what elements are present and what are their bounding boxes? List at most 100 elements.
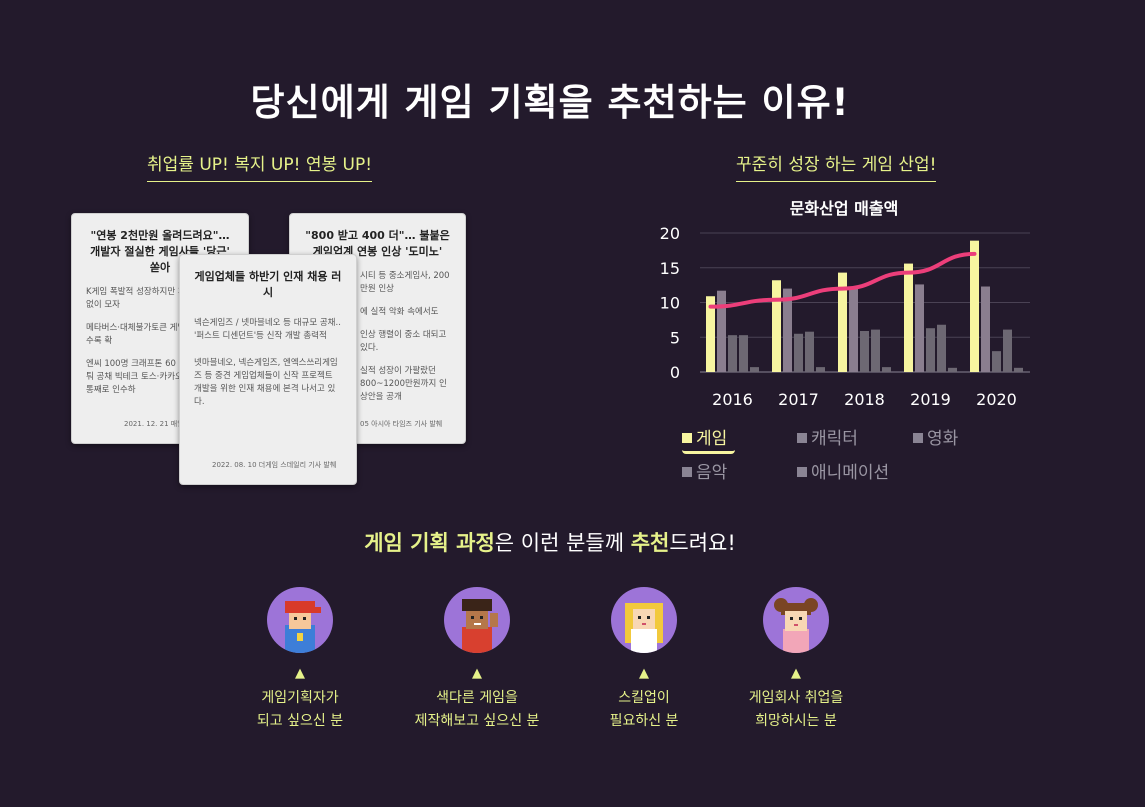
revenue-chart: 문화산업 매출액 0 5 10 15 20 2016 2017 2018 2019 2020 <box>660 199 1030 409</box>
legend-label-캐릭터: 캐릭터 <box>811 429 858 449</box>
y-tick-5: 5 <box>670 328 680 347</box>
persona-creator-line-2: 제작해보고 싶으신 분 <box>414 713 540 729</box>
chart-title: 문화산업 매출액 <box>790 199 899 218</box>
trend-line <box>708 251 977 309</box>
avatar-blonde-girl <box>611 587 677 653</box>
bar-캐릭터-2019 <box>915 284 924 372</box>
y-tick-20: 20 <box>660 224 680 243</box>
persona-creator-line-1: 색다른 게임을 <box>436 690 518 706</box>
news-card-3-body-1: 넥슨게임즈 / 넷마블네오 등 대규모 공채.. '퍼스트 디센던트'등 신작 … <box>194 318 341 341</box>
news-card-1-body-2: 메타버스·대체불가토큰 게임산업 영역 갈수록 확 <box>86 323 230 346</box>
persona-skillup-arrow-icon: ▲ <box>639 666 649 681</box>
bar-게임-2017 <box>772 280 781 372</box>
bar-캐릭터-2016 <box>717 290 726 372</box>
bar-애니메이션-2020 <box>1014 367 1023 372</box>
recommend-heading: 게임 기획 과정은 이런 분들께 추천드려요! <box>0 527 1100 557</box>
bar-음악-2017 <box>805 331 814 372</box>
news-card-3-source: 2022. 08. 10 더게임 스데일리 기사 발췌 <box>212 461 337 469</box>
recommend-heading-part-2: 은 이런 분들께 <box>494 531 631 555</box>
bar-캐릭터-2020 <box>981 286 990 372</box>
recommend-heading-part-4: 드려요! <box>669 531 736 555</box>
legend-swatch-애니메이션 <box>797 467 807 477</box>
avatar-curly-hair-boy <box>444 587 510 653</box>
news-card-3-title: 게임업체들 하반기 인재 채용 러시 <box>194 270 342 299</box>
persona-planner-line-2: 되고 싶으신 분 <box>256 713 344 729</box>
legend-swatch-캐릭터 <box>797 433 807 443</box>
y-tick-0: 0 <box>670 363 680 382</box>
bar-음악-2018 <box>871 329 880 372</box>
y-tick-15: 15 <box>660 259 680 278</box>
bar-영화-2018 <box>860 330 869 372</box>
news-card-2-source: 05 아시아 타임즈 기사 발췌 <box>360 420 443 428</box>
persona-skillup-line-2: 필요하신 분 <box>609 713 679 729</box>
persona-job-seeker-line-1: 게임회사 취업을 <box>748 690 844 706</box>
news-card-1-body-1: K게임 폭발적 성장하지만 개발인력은 턱없이 모자 <box>86 287 228 310</box>
persona-job-seeker-label: 게임회사 취업을 희망하시는 분 <box>696 687 896 733</box>
x-tick-2016: 2016 <box>712 390 753 409</box>
persona-creator-arrow-icon: ▲ <box>472 666 482 681</box>
avatar-brown-bun-girl <box>763 587 829 653</box>
legend-label-영화: 영화 <box>927 429 959 449</box>
right-heading: 꾸준히 성장 하는 게임 산업! <box>736 150 937 182</box>
bar-음악-2019 <box>937 324 946 372</box>
recommend-heading-part-3: 추천 <box>630 531 670 555</box>
recommend-heading-part-1: 게임 기획 과정 <box>364 531 495 555</box>
legend-swatch-음악 <box>682 467 692 477</box>
news-card-1-body-3: 엔씨 100명 크래프톤 60 대형사들 앞다퉈 공채 빅테크 토스·카카오와 … <box>86 359 229 395</box>
bar-캐릭터-2018 <box>849 287 858 372</box>
bar-캐릭터-2017 <box>783 288 792 372</box>
news-card-3-body-2: 넷마블네오, 넥슨게임즈, 엔엑스쓰리게임즈 등 중견 게임업체들이 신작 프로… <box>194 358 338 407</box>
bar-영화-2020 <box>992 351 1001 372</box>
bar-애니메이션-2018 <box>882 367 891 372</box>
legend-swatch-영화 <box>913 433 923 443</box>
persona-creator: ▲ 색다른 게임을 제작해보고 싶으신 분 <box>377 587 577 733</box>
x-tick-2019: 2019 <box>910 390 951 409</box>
persona-job-seeker-line-2: 희망하시는 분 <box>755 713 837 729</box>
news-card-3: 게임업체들 하반기 인재 채용 러시 넥슨게임즈 / 넷마블네오 등 대규모 공… <box>179 254 357 485</box>
persona-skillup-line-1: 스킬업이 <box>618 690 670 706</box>
page-title: 당신에게 게임 기획을 추천하는 이유! <box>250 81 850 124</box>
legend-label-게임: 게임 <box>696 429 728 449</box>
persona-job-seeker: ▲ 게임회사 취업을 희망하시는 분 <box>696 587 896 733</box>
persona-job-seeker-arrow-icon: ▲ <box>791 666 801 681</box>
news-card-1-title: "연봉 2천만원 올려드려요"… 개발자 절실한 게임사들 '당근' 쏟아 <box>90 229 230 274</box>
news-card-2-body-4: 실적 성장이 가팔랐던 800~1200만원까지 인상안을 공개 <box>360 366 447 402</box>
persona-planner: ▲ 게임기획자가 되고 싶으신 분 <box>200 587 400 733</box>
bar-애니메이션-2016 <box>750 367 759 372</box>
bar-게임-2018 <box>838 272 847 372</box>
bar-영화-2016 <box>728 335 737 372</box>
legend-label-애니메이션: 애니메이션 <box>811 463 890 483</box>
news-card-1-source: 2021. 12. 21 매일 <box>124 420 184 428</box>
x-tick-2018: 2018 <box>844 390 885 409</box>
bar-영화-2019 <box>926 328 935 372</box>
bar-애니메이션-2019 <box>948 367 957 372</box>
legend-item-캐릭터: 캐릭터 <box>797 424 858 449</box>
persona-planner-label: 게임기획자가 되고 싶으신 분 <box>200 687 400 733</box>
legend-swatch-게임 <box>682 433 692 443</box>
legend-item-음악: 음악 <box>682 458 727 483</box>
x-tick-2017: 2017 <box>778 390 819 409</box>
bar-게임-2019 <box>904 263 913 372</box>
persona-creator-label: 색다른 게임을 제작해보고 싶으신 분 <box>377 687 577 733</box>
news-card-2-body-3: 인상 행렬이 중소 대되고 있다. <box>360 330 447 353</box>
legend-label-음악: 음악 <box>696 463 728 483</box>
bar-게임-2016 <box>706 296 715 372</box>
persona-skillup-label: 스킬업이 필요하신 분 <box>544 687 744 733</box>
avatar-red-cap-boy <box>267 587 333 653</box>
legend-item-애니메이션: 애니메이션 <box>797 458 889 483</box>
y-tick-10: 10 <box>660 294 680 313</box>
bar-애니메이션-2017 <box>816 367 825 372</box>
bar-음악-2016 <box>739 335 748 372</box>
persona-planner-arrow-icon: ▲ <box>295 666 305 681</box>
persona-planner-line-1: 게임기획자가 <box>261 690 339 706</box>
legend-item-게임: 게임 <box>682 424 736 454</box>
left-heading: 취업률 UP! 복지 UP! 연봉 UP! <box>147 150 373 182</box>
news-card-2-body-1: 시티 등 중소게임사, 200만원 인상 <box>360 271 450 294</box>
legend-item-영화: 영화 <box>913 424 958 449</box>
bar-영화-2017 <box>794 333 803 372</box>
bar-음악-2020 <box>1003 329 1012 372</box>
persona-skillup: ▲ 스킬업이 필요하신 분 <box>544 587 744 733</box>
bar-게임-2020 <box>970 240 979 372</box>
news-card-2-body-2: 에 실적 악화 속에서도 <box>360 307 439 317</box>
x-tick-2020: 2020 <box>976 390 1017 409</box>
